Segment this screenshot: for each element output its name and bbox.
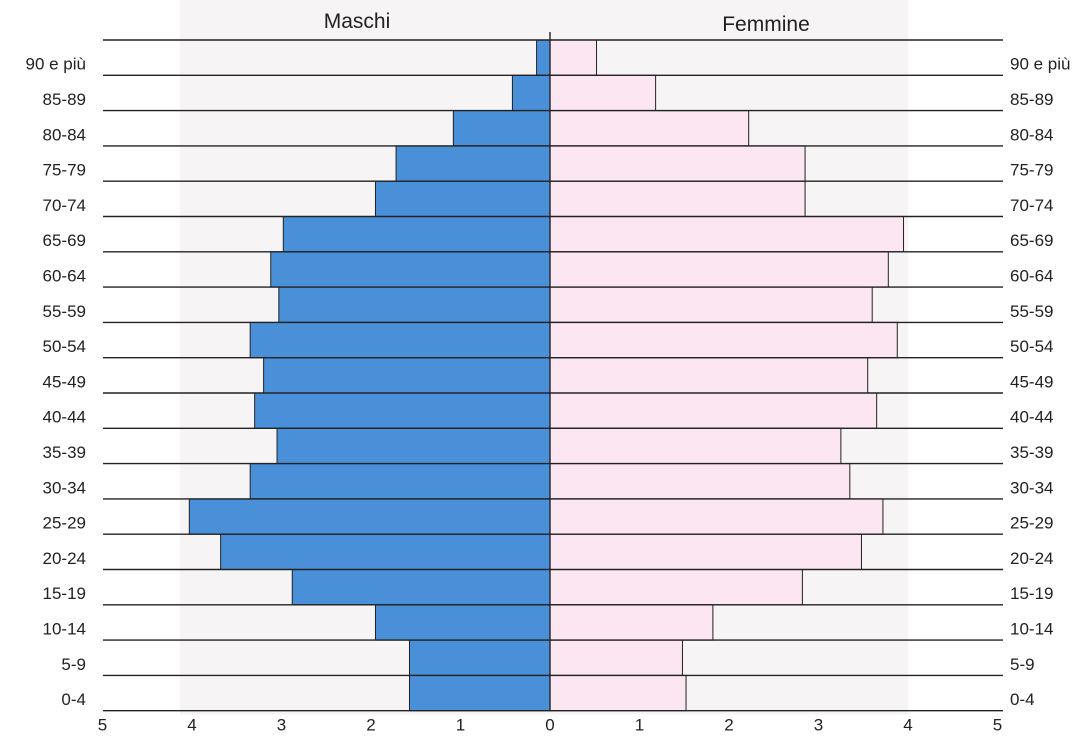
age-group-label-left: 5-9 (61, 655, 86, 674)
male-bar (536, 39, 551, 76)
age-group-label-left: 60-64 (43, 266, 86, 285)
x-tick-label-right: 4 (903, 716, 912, 735)
x-tick-label-left: 1 (456, 716, 465, 735)
age-group-label-right: 60-64 (1010, 266, 1053, 285)
female-bar (549, 569, 803, 606)
age-group-label-left: 85-89 (43, 90, 86, 109)
male-bar (291, 569, 551, 606)
male-bar (282, 216, 551, 253)
male-bar (249, 321, 551, 359)
age-group-label-left: 30-34 (43, 478, 86, 497)
male-bar (374, 180, 551, 217)
female-bar (549, 74, 657, 112)
male-bar (276, 427, 551, 465)
male-bar (408, 639, 551, 676)
male-bar (374, 604, 551, 641)
male-bar (278, 286, 551, 323)
female-bar (549, 357, 869, 394)
female-bar (549, 180, 806, 217)
age-group-label-right: 5-9 (1010, 655, 1035, 674)
x-tick-label-right: 5 (993, 716, 1002, 735)
age-group-label-right: 75-79 (1010, 161, 1053, 180)
x-tick-label-left: 5 (98, 716, 107, 735)
x-tick-label-right: 0 (545, 716, 554, 735)
male-bar (254, 392, 551, 429)
age-group-label-right: 40-44 (1010, 408, 1053, 427)
x-tick-label-right: 1 (635, 716, 644, 735)
female-bar (549, 110, 750, 147)
female-bar (549, 216, 905, 253)
female-bar (549, 321, 898, 359)
age-group-label-left: 75-79 (43, 161, 86, 180)
female-bar (549, 39, 598, 76)
age-group-label-right: 10-14 (1010, 619, 1053, 638)
females-title: Femmine (722, 13, 810, 36)
age-group-label-left: 50-54 (43, 337, 86, 356)
x-tick-label-right: 3 (814, 716, 823, 735)
age-group-label-right: 65-69 (1010, 231, 1053, 250)
male-bar (249, 463, 551, 500)
age-group-label-left: 45-49 (43, 372, 86, 391)
age-group-label-left: 40-44 (43, 408, 86, 427)
age-group-label-left: 0-4 (61, 690, 86, 709)
age-group-label-left: 20-24 (43, 549, 86, 568)
males-title: Maschi (324, 10, 391, 33)
age-group-label-left: 55-59 (43, 302, 86, 321)
age-group-label-right: 90 e più (1010, 55, 1071, 74)
age-group-label-right: 15-19 (1010, 584, 1053, 603)
x-tick-label-left: 2 (366, 716, 375, 735)
male-bar (270, 251, 551, 288)
age-group-label-right: 35-39 (1010, 443, 1053, 462)
female-bar (549, 463, 851, 500)
age-group-label-left: 25-29 (43, 514, 86, 533)
age-group-label-right: 20-24 (1010, 549, 1053, 568)
age-group-label-left: 35-39 (43, 443, 86, 462)
female-bar (549, 639, 683, 676)
age-group-label-right: 0-4 (1010, 690, 1035, 709)
age-group-label-left: 90 e più (26, 55, 87, 74)
age-group-label-right: 55-59 (1010, 302, 1053, 321)
age-group-label-left: 70-74 (43, 196, 86, 215)
age-group-label-right: 80-84 (1010, 125, 1053, 144)
female-bar (549, 145, 806, 182)
x-tick-label-left: 3 (277, 716, 286, 735)
male-bar (452, 110, 551, 147)
female-bar (549, 674, 687, 712)
age-group-label-left: 10-14 (43, 619, 86, 638)
x-tick-label-right: 2 (724, 716, 733, 735)
female-bar (549, 604, 714, 641)
male-bar (395, 145, 551, 182)
age-group-label-left: 80-84 (43, 125, 86, 144)
age-group-label-right: 45-49 (1010, 372, 1053, 391)
male-bar (408, 674, 551, 712)
female-bar (549, 533, 862, 571)
female-bar (549, 286, 873, 323)
male-bar (263, 357, 551, 394)
female-bar (549, 498, 884, 535)
age-group-label-left: 65-69 (43, 231, 86, 250)
age-group-label-right: 50-54 (1010, 337, 1053, 356)
age-group-label-right: 25-29 (1010, 514, 1053, 533)
male-bar (511, 74, 551, 112)
age-group-label-right: 30-34 (1010, 478, 1053, 497)
age-group-label-right: 70-74 (1010, 196, 1053, 215)
female-bar (549, 251, 889, 288)
male-bar (188, 498, 551, 535)
female-bar (549, 392, 878, 429)
age-group-label-right: 85-89 (1010, 90, 1053, 109)
male-bar (220, 533, 551, 571)
age-group-label-left: 15-19 (43, 584, 86, 603)
female-bar (549, 427, 842, 465)
x-tick-label-left: 4 (187, 716, 196, 735)
